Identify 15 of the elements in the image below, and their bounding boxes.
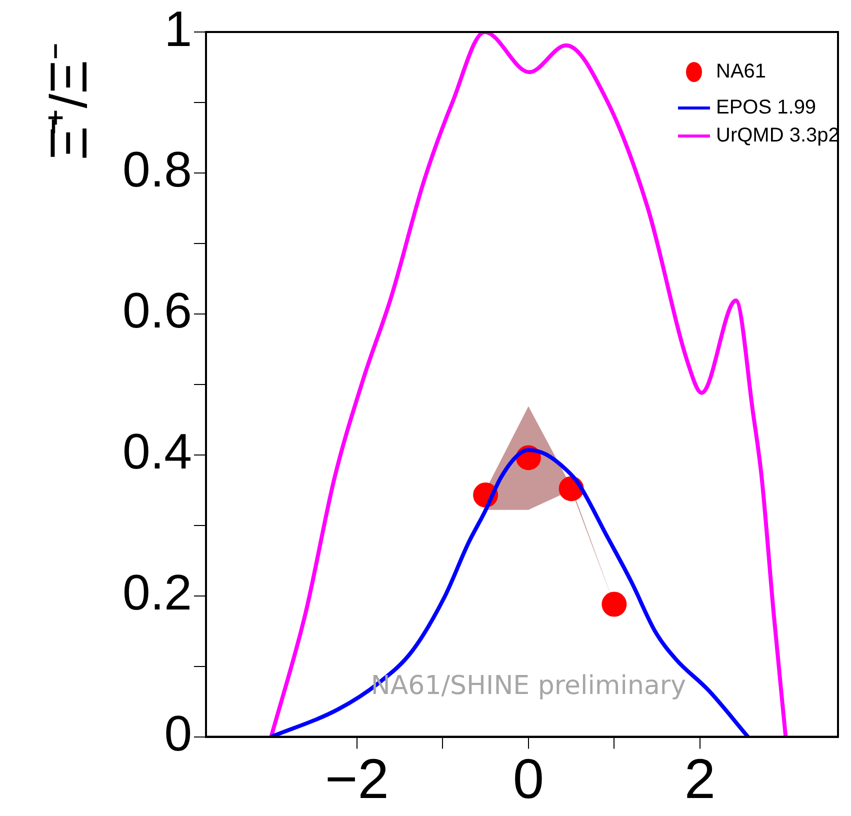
x-tick-label: −2 bbox=[324, 746, 389, 810]
y-tick-label: 0 bbox=[164, 706, 192, 762]
line-series bbox=[269, 448, 750, 737]
y-tick-label: 0.8 bbox=[122, 142, 192, 198]
y-axis-title: Ξ̄⁺/Ξ⁻ bbox=[40, 42, 98, 160]
x-tick-label: 0 bbox=[512, 746, 544, 810]
y-tick-label: 0.6 bbox=[122, 282, 192, 339]
x-tick-label: 2 bbox=[684, 746, 716, 810]
annotation: NA61/SHINE preliminary bbox=[370, 671, 686, 702]
y-tick-label: 0.2 bbox=[122, 564, 192, 621]
legend-label: EPOS 1.99 bbox=[716, 96, 816, 119]
legend-label: UrQMD 3.3p2 bbox=[716, 124, 840, 147]
y-tick-label: 0.4 bbox=[122, 424, 192, 480]
legend-label: NA61 bbox=[716, 60, 766, 83]
y-tick-label: 1 bbox=[164, 0, 192, 57]
